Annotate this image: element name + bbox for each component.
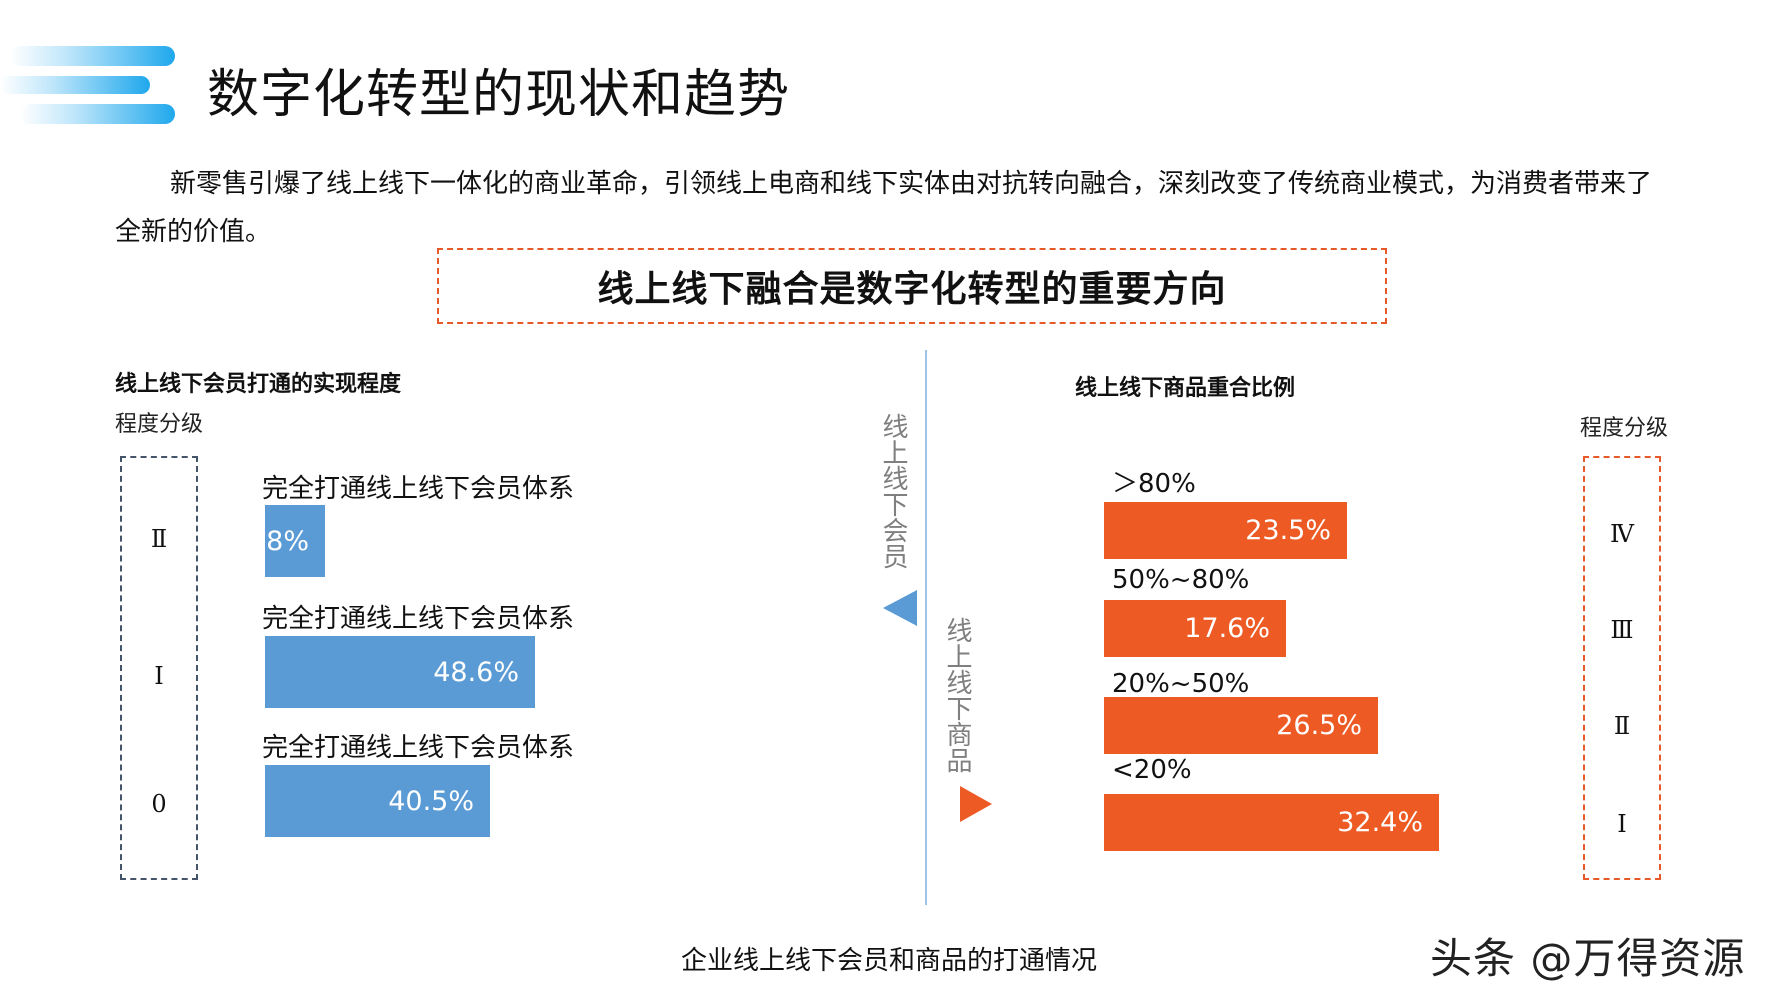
- goods-bar-label: <20%: [1112, 755, 1192, 785]
- member-bar: 10.8%: [223, 505, 325, 577]
- header-decoration-icon: [0, 46, 175, 124]
- member-chart-title: 线上线下会员打通的实现程度: [115, 372, 402, 397]
- headline: 线上线下融合是数字化转型的重要方向: [597, 269, 1227, 310]
- headline-box: 线上线下融合是数字化转型的重要方向: [437, 248, 1387, 324]
- goods-grade-box: [1583, 456, 1661, 880]
- goods-grade-label: Ⅲ: [1610, 616, 1634, 644]
- goods-bar: 23.5%: [1104, 502, 1347, 559]
- watermark: 头条 @万得资源: [1430, 934, 1746, 983]
- member-bar-label: 完全打通线上线下会员体系: [262, 474, 575, 504]
- goods-bar-label: 50%~80%: [1112, 565, 1250, 595]
- figure-caption: 企业线上线下会员和商品的打通情况: [680, 946, 1097, 976]
- intro-paragraph: 新零售引爆了线上线下一体化的商业革命，引领线上电商和线下实体由对抗转向融合，深刻…: [115, 169, 1653, 247]
- member-grade-caption: 程度分级: [115, 412, 204, 437]
- goods-bar-label: 20%~50%: [1112, 669, 1250, 699]
- divider-line: [925, 350, 927, 905]
- member-grade-box: [120, 456, 198, 880]
- goods-bar: 26.5%: [1104, 697, 1378, 754]
- member-bar: 40.5%: [265, 765, 490, 837]
- goods-chart-title: 线上线下商品重合比例: [1075, 376, 1296, 401]
- member-grade-label: Ⅱ: [150, 525, 168, 553]
- goods-grade-label: Ⅳ: [1610, 520, 1634, 548]
- page-title: 数字化转型的现状和趋势: [207, 65, 791, 125]
- left-arrow-icon: [883, 590, 917, 626]
- goods-grade-label: Ⅰ: [1617, 810, 1627, 838]
- member-bar: 48.6%: [265, 636, 535, 708]
- member-grade-label: Ⅰ: [154, 662, 164, 690]
- member-grade-label: 0: [151, 790, 167, 818]
- member-bar-label: 完全打通线上线下会员体系: [262, 604, 575, 634]
- goods-bar: 32.4%: [1104, 794, 1439, 851]
- goods-axis-label: 线上线下商品: [942, 617, 972, 773]
- member-axis-label: 线上线下会员: [878, 413, 908, 569]
- goods-grade-caption: 程度分级: [1580, 416, 1669, 441]
- right-arrow-icon: [960, 786, 992, 822]
- goods-grade-label: Ⅱ: [1613, 712, 1631, 740]
- member-bar-label: 完全打通线上线下会员体系: [262, 733, 575, 763]
- goods-bar: 17.6%: [1104, 600, 1286, 657]
- goods-bar-label: ＞80%: [1112, 469, 1196, 499]
